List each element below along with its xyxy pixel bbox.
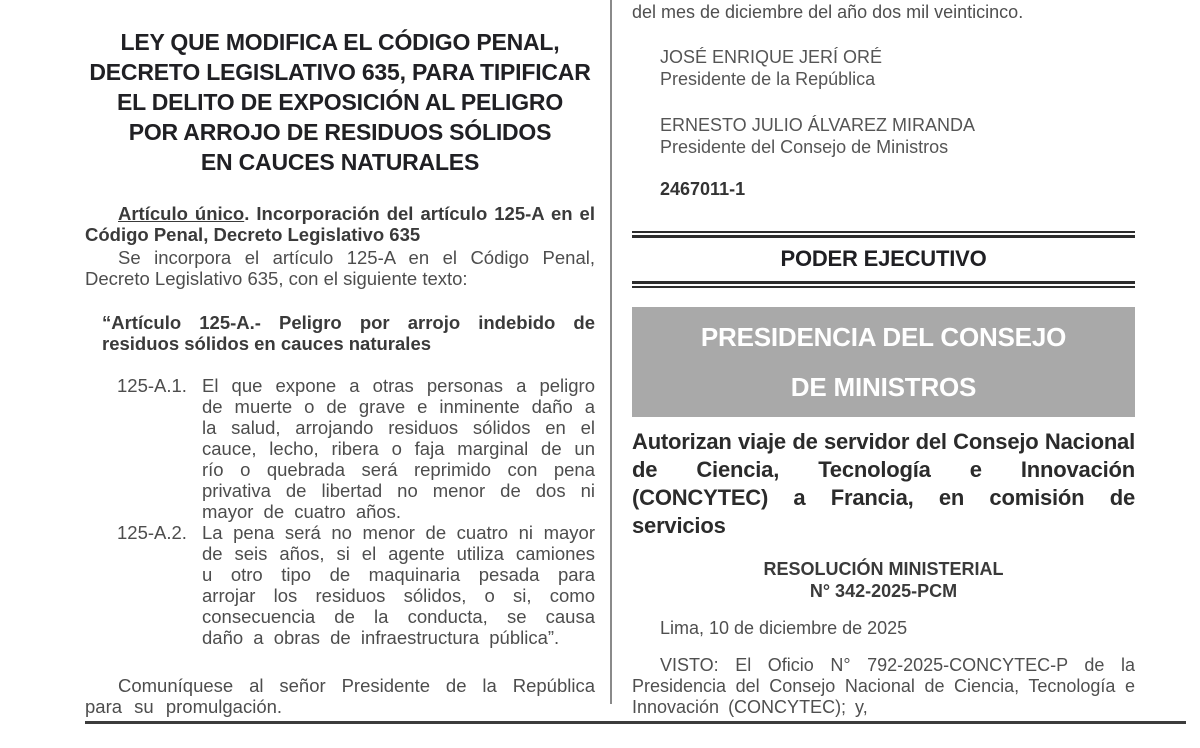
ministry-header-pcm: PRESIDENCIA DEL CONSEJO DE MINISTROS	[632, 307, 1135, 417]
article-item-125-A-2: 125-A.2. La pena será no menor de cuatro…	[102, 522, 595, 648]
visto-paragraph: VISTO: El Oficio N° 792-2025-CONCYTEC-P …	[632, 655, 1135, 718]
signature-role: Presidente del Consejo de Ministros	[660, 137, 949, 157]
closing-paragraph: Comuníquese al señor Presidente de la Re…	[85, 675, 595, 717]
section-banner-title: PODER EJECUTIVO	[780, 246, 987, 271]
article-unique-heading: Artículo único. Incorporación del artícu…	[85, 203, 595, 245]
article-item-list: 125-A.1. El que expone a otras personas …	[102, 375, 595, 648]
item-text: La pena será no menor de cuatro ni mayor…	[202, 522, 595, 648]
item-label: 125-A.2.	[117, 522, 187, 543]
article-unique-label: Artículo único	[118, 203, 245, 224]
signature-president: JOSÉ ENRIQUE JERÍ ORÉ Presidente de la R…	[660, 46, 1135, 90]
signature-role: Presidente de la República	[660, 69, 876, 89]
article-unique-rest: . Incorporación del artículo 125-A en el…	[85, 203, 595, 245]
signature-name: ERNESTO JULIO ÁLVAREZ MIRANDA	[660, 115, 976, 135]
resolution-title: Autorizan viaje de servidor del Consejo …	[632, 429, 1135, 538]
item-text: El que expone a otras personas a peligro…	[202, 375, 595, 522]
place-date-line: Lima, 10 de diciembre de 2025	[660, 618, 908, 639]
left-column: LEY QUE MODIFICA EL CÓDIGO PENAL, DECRET…	[85, 0, 595, 717]
page-bottom-rule	[85, 721, 1186, 724]
quoted-article-block: “Artículo 125-A.- Peligro por arrojo ind…	[102, 312, 595, 648]
law-title: LEY QUE MODIFICA EL CÓDIGO PENAL, DECRET…	[89, 29, 591, 175]
continuation-line: del mes de diciembre del año dos mil vei…	[632, 2, 1024, 22]
signature-name: JOSÉ ENRIQUE JERÍ ORÉ	[660, 47, 883, 67]
banner-rule-bottom	[632, 281, 1135, 288]
gazette-code: 2467011-1	[660, 179, 746, 199]
column-divider	[610, 0, 612, 704]
resolution-number: RESOLUCIÓN MINISTERIAL N° 342-2025-PCM	[763, 559, 1004, 602]
signature-pcm-president: ERNESTO JULIO ÁLVAREZ MIRANDA Presidente…	[660, 114, 1135, 158]
right-column: del mes de diciembre del año dos mil vei…	[632, 0, 1135, 718]
intro-paragraph: Se incorpora el artículo 125-A en el Cód…	[85, 247, 595, 289]
section-banner-poder-ejecutivo: PODER EJECUTIVO	[632, 231, 1135, 288]
item-label: 125-A.1.	[117, 375, 187, 396]
quoted-article-heading: “Artículo 125-A.- Peligro por arrojo ind…	[102, 312, 595, 354]
article-item-125-A-1: 125-A.1. El que expone a otras personas …	[102, 375, 595, 522]
banner-rule-top	[632, 231, 1135, 238]
